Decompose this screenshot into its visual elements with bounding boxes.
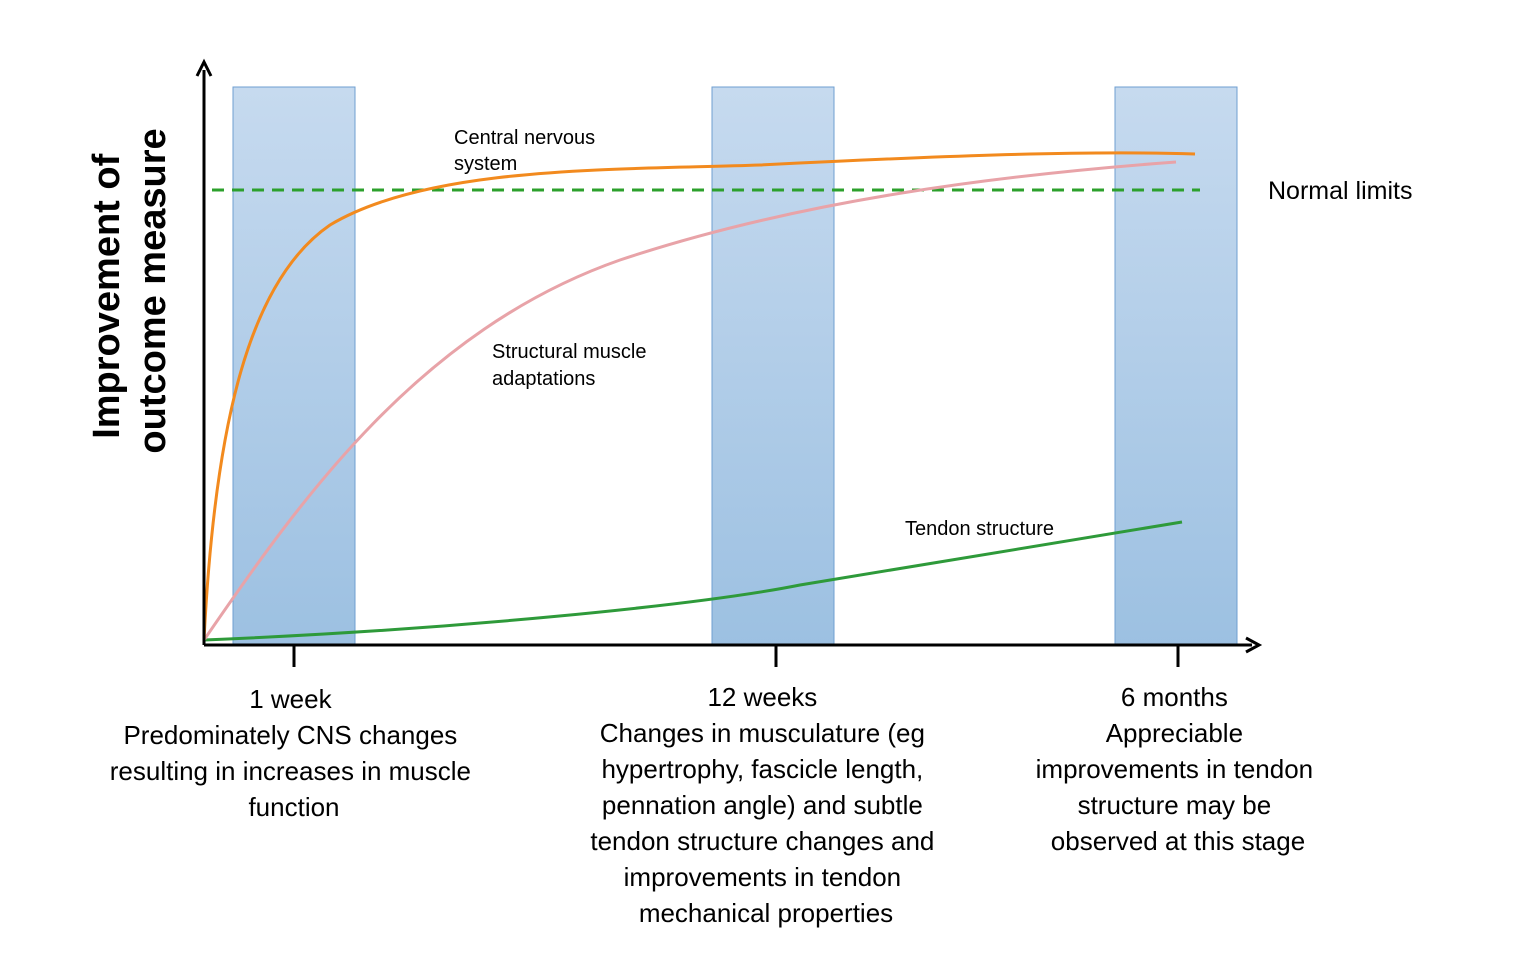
stage-3-desc-line: observed at this stage [1051, 826, 1305, 856]
x-axis-arrowhead [1245, 636, 1263, 654]
stage-band-6-months [1114, 86, 1238, 646]
y-axis-arrowhead [195, 58, 213, 77]
stage-12-weeks-text: 12 weeks Changes in musculature (eg hype… [590, 682, 941, 928]
tendon-label-line-1: Tendon structure [905, 518, 1054, 540]
stage-band-12-weeks [711, 86, 835, 646]
cns-curve-label: Central nervous system [454, 127, 601, 175]
tendon-curve-label: Tendon structure [905, 518, 1054, 540]
y-axis-label: Improvement of outcome measure [86, 128, 174, 453]
stage-3-label: 6 months [1121, 682, 1228, 712]
stage-2-desc-line: Changes in musculature (eg [600, 718, 925, 748]
y-axis-label-line-2: outcome measure [132, 128, 174, 453]
stage-1-label: 1 week [249, 684, 332, 714]
stage-2-desc-line: improvements in tendon [624, 862, 901, 892]
muscle-label-line-2: adaptations [492, 368, 595, 390]
stage-2-desc-line: mechanical properties [639, 898, 893, 928]
muscle-label-line-1: Structural muscle [492, 341, 647, 363]
muscle-curve-label: Structural muscle adaptations [492, 341, 652, 390]
stage-2-desc-line: hypertrophy, fascicle length, [601, 754, 923, 784]
stage-1-desc-line: function [248, 792, 339, 822]
stage-band-1-week [232, 86, 356, 646]
cns-label-line-2: system [454, 153, 517, 175]
stage-6-months-text: 6 months Appreciable improvements in ten… [1036, 682, 1321, 856]
stage-1-desc-line: resulting in increases in muscle [110, 756, 471, 786]
stage-3-desc-line: Appreciable [1106, 718, 1243, 748]
structural-muscle-curve [202, 160, 1177, 641]
stage-1-desc-line: Predominately CNS changes [123, 720, 457, 750]
cns-label-line-1: Central nervous [454, 127, 595, 149]
stage-3-desc-line: structure may be [1078, 790, 1272, 820]
stage-2-desc-line: tendon structure changes and [590, 826, 934, 856]
normal-limits-label: Normal limits [1268, 177, 1412, 205]
stage-2-desc-line: pennation angle) and subtle [602, 790, 923, 820]
stage-2-label: 12 weeks [707, 682, 817, 712]
tendon-structure-curve [203, 520, 1183, 642]
y-axis-label-line-1: Improvement of [86, 153, 128, 438]
stage-1-week-text: 1 week Predominately CNS changes resulti… [110, 684, 479, 822]
central-nervous-system-curve [202, 151, 1196, 641]
stage-3-desc-line: improvements in tendon [1036, 754, 1313, 784]
